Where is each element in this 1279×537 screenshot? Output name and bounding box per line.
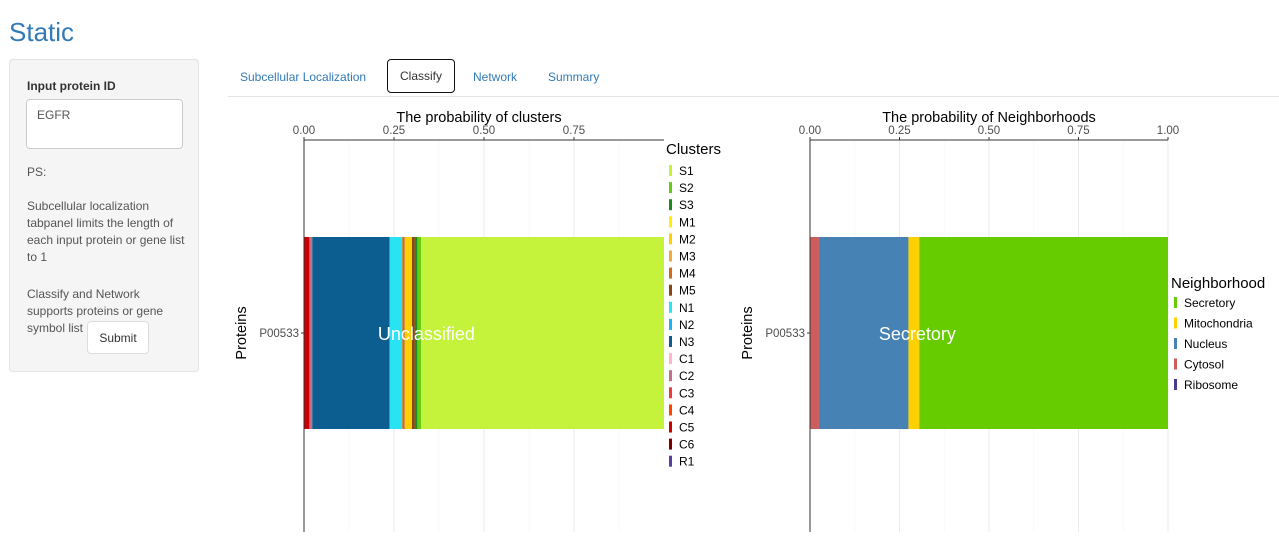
legend-label: C2 <box>679 369 695 383</box>
bar-segment <box>304 237 310 429</box>
legend-label: M1 <box>679 215 696 229</box>
x-tick-label: 0.75 <box>1067 125 1089 137</box>
bar-segment <box>421 237 664 429</box>
legend-label: Nucleus <box>1184 337 1227 351</box>
legend-swatch <box>669 199 672 211</box>
legend-label: C6 <box>679 438 695 452</box>
legend-swatch <box>669 267 672 279</box>
bar-segment <box>417 237 421 429</box>
legend-label: C4 <box>679 403 695 417</box>
x-tick-label: 0.00 <box>799 125 821 137</box>
legend-swatch <box>669 421 672 433</box>
legend-label: C1 <box>679 352 695 366</box>
sidebar-panel: Input protein ID EGFR PS: Subcellular lo… <box>9 59 199 372</box>
legend-label: C3 <box>679 386 695 400</box>
legend-label: M4 <box>679 267 696 281</box>
x-tick-label: 0.25 <box>888 125 910 137</box>
legend-swatch <box>1174 358 1177 370</box>
legend-label: N2 <box>679 318 695 332</box>
bar-segment <box>404 237 412 429</box>
tab-subcellular-localization[interactable]: Subcellular Localization <box>240 70 367 84</box>
legend-swatch <box>669 301 672 313</box>
legend-swatch <box>669 387 672 399</box>
legend-swatch <box>669 353 672 365</box>
legend-label: M2 <box>679 232 696 246</box>
x-tick-label: 0.00 <box>293 125 315 137</box>
legend-swatch <box>669 216 672 228</box>
y-axis-label: Proteins <box>234 306 250 359</box>
bar-segment <box>402 237 405 429</box>
bar-segment <box>414 237 418 429</box>
classify-note: Classify and Network supports proteins o… <box>27 287 164 335</box>
legend-swatch <box>669 404 672 416</box>
legend-label: Ribosome <box>1184 378 1238 392</box>
legend-title: Clusters <box>666 141 721 158</box>
bar-segment <box>818 237 909 429</box>
bar-segment <box>412 237 415 429</box>
legend-swatch <box>1174 297 1177 308</box>
legend-swatch <box>1174 338 1177 349</box>
legend-swatch <box>669 182 672 194</box>
tab-summary[interactable]: Summary <box>548 70 600 84</box>
y-tick-label: P00533 <box>259 328 299 340</box>
legend-label: N1 <box>679 301 695 315</box>
legend-swatch <box>669 455 672 467</box>
protein-id-input[interactable]: EGFR <box>26 99 183 149</box>
x-tick-label: 0.25 <box>383 125 405 137</box>
x-tick-label: 0.50 <box>473 125 495 137</box>
y-axis-label: Proteins <box>740 306 756 359</box>
bar-label: Unclassified <box>378 324 475 344</box>
y-tick-label: P00533 <box>765 328 805 340</box>
legend-swatch <box>669 233 672 245</box>
submit-button[interactable]: Submit <box>87 321 149 354</box>
bar-segment <box>312 237 390 429</box>
plots-area: 0.00 0.25 0.50 0.75 The probability of clust… <box>228 100 1279 532</box>
legend-swatch <box>669 250 672 262</box>
tab-bar: Subcellular Localization Classify Networ… <box>228 59 1279 97</box>
legend-swatch <box>669 438 672 450</box>
app-title: Static <box>9 17 75 47</box>
legend-label: M3 <box>679 250 696 264</box>
legend-label: S3 <box>679 198 694 212</box>
legend-label: C5 <box>679 421 695 435</box>
chart-title: The probability of clusters <box>396 110 561 126</box>
bar-segment <box>919 237 1168 429</box>
chart-title: The probability of Neighborhoods <box>882 110 1096 126</box>
tab-classify[interactable]: Classify <box>387 59 455 93</box>
x-tick-label: 1.00 <box>1157 125 1179 137</box>
legend-label: Mitochondria <box>1184 317 1253 331</box>
tab-network[interactable]: Network <box>473 70 518 84</box>
legend-label: Secretory <box>1184 296 1235 310</box>
legend-label: Cytosol <box>1184 358 1224 372</box>
x-tick-label: 0.75 <box>563 125 585 137</box>
bar-segment <box>908 237 920 429</box>
bar-label: Secretory <box>879 324 956 344</box>
x-tick-label: 0.50 <box>978 125 1000 137</box>
legend-swatch <box>1174 379 1177 390</box>
localization-note: Subcellular localization tabpanel limits… <box>27 199 185 264</box>
legend-label: S1 <box>679 164 694 178</box>
legend-swatch <box>669 370 672 382</box>
legend-label: R1 <box>679 455 695 469</box>
legend-swatch <box>1174 317 1177 329</box>
legend-title: Neighborhood <box>1171 275 1265 292</box>
legend-label: S2 <box>679 181 694 195</box>
legend-label: M5 <box>679 284 696 298</box>
legend-swatch <box>669 165 672 176</box>
bar-segment <box>810 237 819 429</box>
legend-swatch <box>669 284 672 296</box>
ps-label: PS: <box>27 165 47 179</box>
bar-segment <box>389 237 403 429</box>
legend-label: N3 <box>679 335 695 349</box>
bar-segment <box>309 237 313 429</box>
legend-swatch <box>669 336 672 347</box>
input-protein-label: Input protein ID <box>27 79 116 93</box>
legend-swatch <box>669 318 672 330</box>
